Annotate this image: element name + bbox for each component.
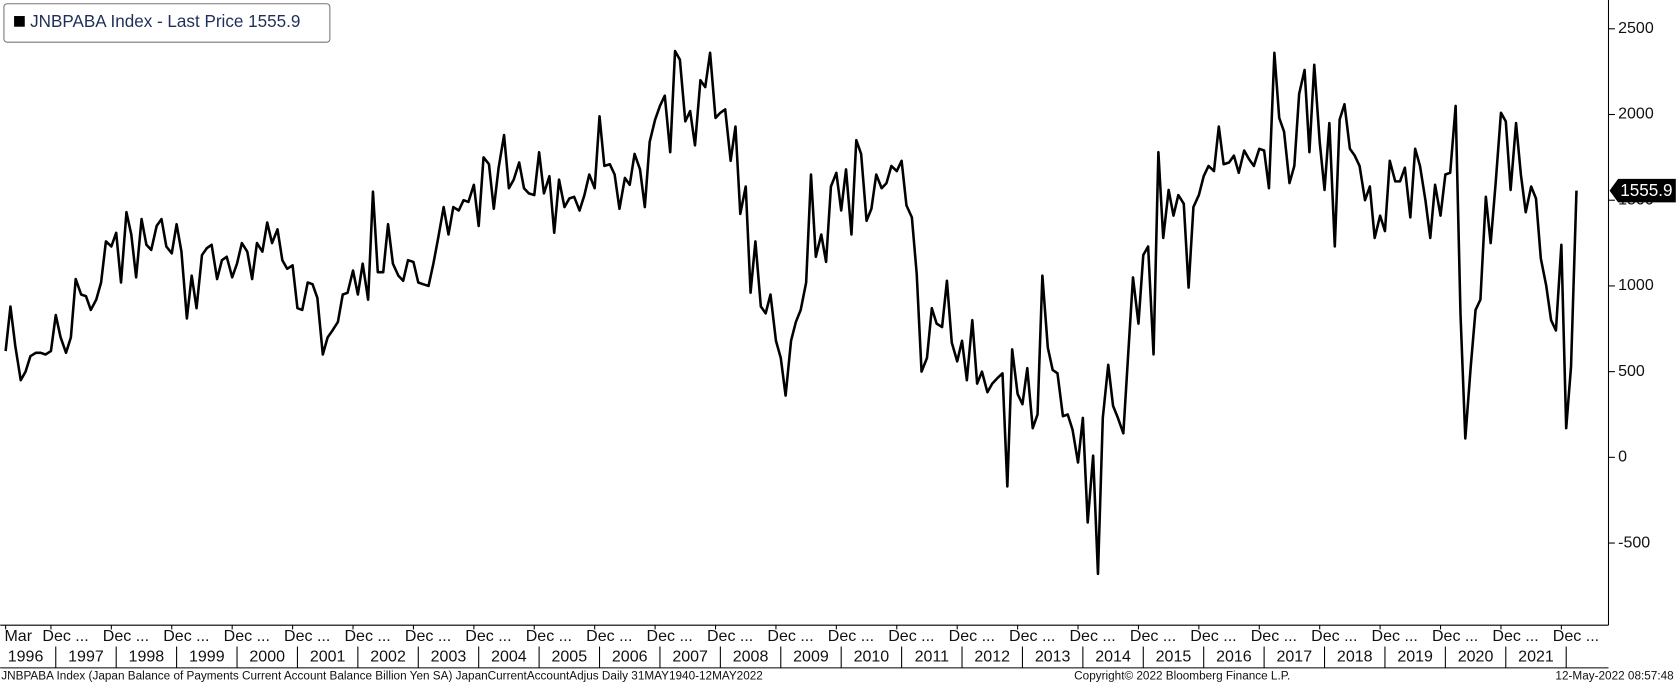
x-tick-label: Dec ... — [828, 627, 874, 645]
x-tick-label: Dec ... — [103, 627, 149, 645]
x-tick-label: Dec ... — [1553, 627, 1599, 645]
footer-description: JNBPABA Index (Japan Balance of Payments… — [1, 670, 763, 683]
x-tick-label: Dec ... — [224, 627, 270, 645]
y-tick-label: 2000 — [1618, 105, 1654, 123]
year-label: 2013 — [1035, 647, 1071, 665]
x-tick-label: Dec ... — [1251, 627, 1297, 645]
year-label: 2008 — [733, 647, 769, 665]
x-tick-label: Dec ... — [707, 627, 753, 645]
year-label: 1997 — [68, 647, 104, 665]
legend-box — [3, 3, 331, 43]
year-label: 2020 — [1458, 647, 1494, 665]
year-label: 2000 — [249, 647, 285, 665]
year-label: 2001 — [310, 647, 346, 665]
x-tick-label: Dec ... — [586, 627, 632, 645]
x-tick-label: Dec ... — [949, 627, 995, 645]
x-tick-label: Dec ... — [1372, 627, 1418, 645]
year-label: 2004 — [491, 647, 527, 665]
year-label: 2012 — [974, 647, 1010, 665]
x-tick-label: Dec ... — [1130, 627, 1176, 645]
x-tick-label: Dec ... — [1069, 627, 1115, 645]
legend: JNBPABA Index - Last Price 1555.9 — [3, 3, 331, 43]
legend-swatch — [14, 16, 25, 27]
year-label: 1999 — [189, 647, 225, 665]
x-tick-label: Dec ... — [465, 627, 511, 645]
year-label: 2016 — [1216, 647, 1252, 665]
y-tick-label: -500 — [1618, 533, 1650, 551]
year-label: 2002 — [370, 647, 406, 665]
x-tick-label: Dec ... — [647, 627, 693, 645]
x-tick-label: Dec ... — [1432, 627, 1478, 645]
year-label: 2003 — [431, 647, 467, 665]
year-label: 2018 — [1337, 647, 1373, 665]
x-tick-label: Dec ... — [405, 627, 451, 645]
x-tick-label: Dec ... — [1009, 627, 1055, 645]
plot-area — [4, 49, 1578, 576]
y-tick-label: 2500 — [1618, 19, 1654, 37]
x-tick-label: Dec ... — [284, 627, 330, 645]
x-tick-label: Dec ... — [1492, 627, 1538, 645]
y-tick-label: 1000 — [1618, 276, 1654, 294]
x-tick-label: Dec ... — [1311, 627, 1357, 645]
year-label: 2021 — [1518, 647, 1554, 665]
x-tick-label: Dec ... — [42, 627, 88, 645]
footer-copyright: Copyright© 2022 Bloomberg Finance L.P. — [1074, 670, 1290, 683]
x-tick-label: Dec ... — [344, 627, 390, 645]
year-label: 2011 — [915, 647, 950, 665]
x-tick-label: Dec ... — [1190, 627, 1236, 645]
x-tick-label: Dec ... — [767, 627, 813, 645]
x-tick-label: Dec ... — [163, 627, 209, 645]
year-label: 2006 — [612, 647, 648, 665]
year-label: 2009 — [793, 647, 829, 665]
x-tick-label: Mar — [4, 627, 32, 645]
legend-label: JNBPABA Index - Last Price 1555.9 — [30, 12, 300, 31]
year-label: 2010 — [854, 647, 890, 665]
year-label: 2007 — [672, 647, 708, 665]
x-tick-label: Dec ... — [526, 627, 572, 645]
last-price-label: 1555.9 — [1620, 181, 1672, 200]
y-tick-label: 0 — [1618, 448, 1627, 466]
year-label: 1998 — [129, 647, 165, 665]
last-price-marker — [1609, 178, 1676, 203]
year-label: 2019 — [1397, 647, 1433, 665]
price-line — [4, 49, 1578, 576]
footer-timestamp: 12-May-2022 08:57:48 — [1555, 670, 1674, 683]
x-tick-label: Dec ... — [888, 627, 934, 645]
year-label: 2005 — [551, 647, 587, 665]
year-label: 2014 — [1095, 647, 1131, 665]
y-tick-label: 500 — [1618, 362, 1645, 380]
year-label: 1996 — [8, 647, 44, 665]
year-label: 2017 — [1277, 647, 1313, 665]
year-label: 2015 — [1156, 647, 1192, 665]
